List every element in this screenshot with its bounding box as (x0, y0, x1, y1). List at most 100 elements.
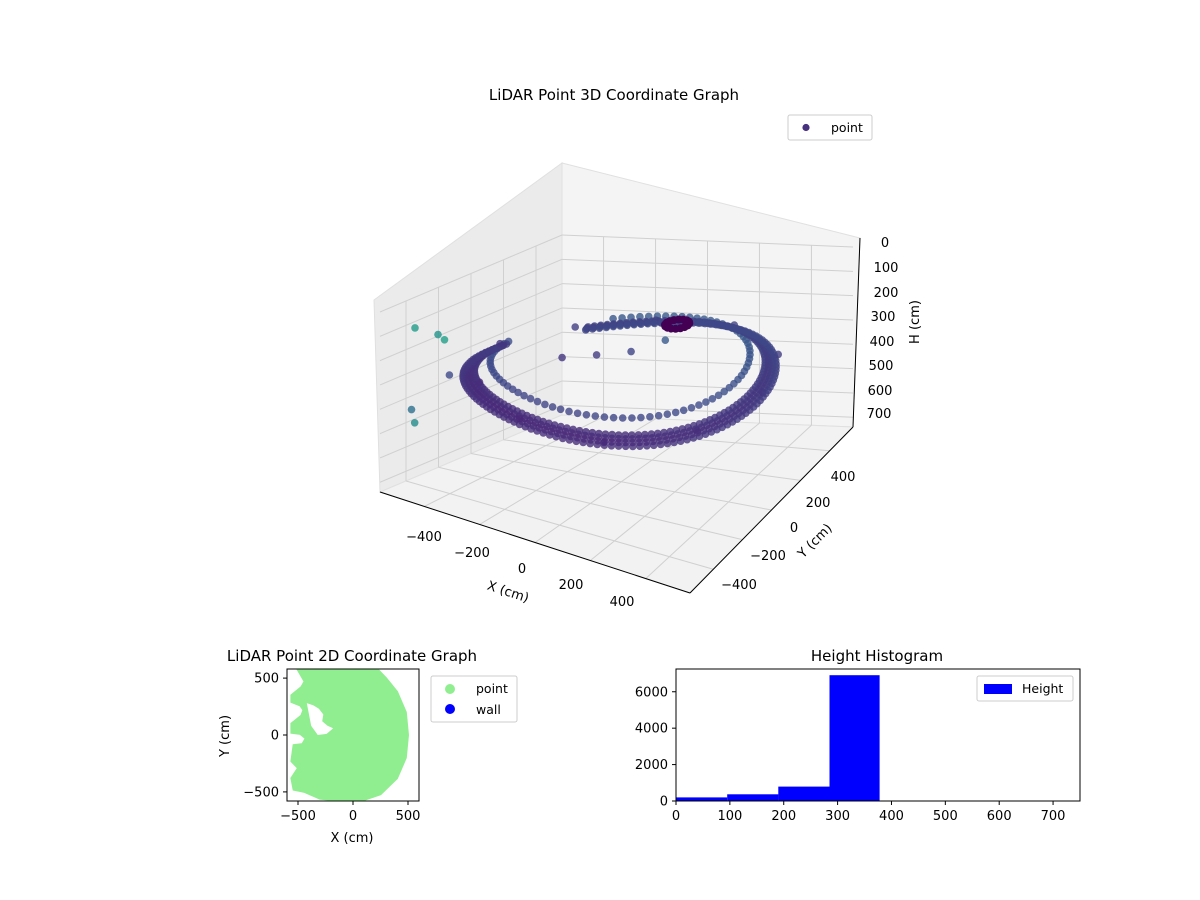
y-tick-label: −200 (750, 549, 786, 564)
data-point (712, 320, 720, 329)
grid-line (379, 258, 563, 337)
histogram-bar (829, 675, 880, 801)
x-tick-label-hist: 500 (933, 809, 958, 824)
data-point (644, 319, 652, 328)
histogram-bars (676, 675, 880, 801)
data-point (602, 323, 611, 332)
data-point (634, 431, 643, 439)
y-axis-label-2d: Y (cm) (218, 715, 233, 758)
data-point (637, 413, 645, 422)
data-point (581, 326, 590, 334)
x-axis-label-2d: X (cm) (331, 831, 374, 846)
data-point (660, 428, 668, 437)
y-tick-label-2d: 0 (271, 729, 279, 744)
grid-line (379, 307, 563, 386)
legend-hist: Height (976, 675, 1074, 702)
data-point (595, 324, 604, 333)
x-tick-label-2d: 0 (349, 809, 357, 824)
grid-line (503, 439, 801, 481)
data-point (445, 371, 454, 379)
plot-frame-hist (675, 668, 1081, 802)
data-point (588, 325, 597, 333)
chart-3d: LiDAR Point 3D Coordinate Graph −400 −20… (373, 86, 923, 610)
data-point (695, 401, 703, 409)
data-point (609, 322, 618, 331)
z-tick-label: 300 (871, 310, 896, 325)
grid-line (561, 258, 854, 272)
data-point (687, 404, 696, 412)
z-tick-label: 700 (867, 407, 892, 422)
data-point (600, 413, 609, 421)
point-cloud-2d (290, 669, 410, 801)
data-point (592, 351, 601, 359)
z-tick-label: 100 (874, 261, 899, 276)
data-point (647, 430, 656, 438)
data-point (434, 330, 442, 339)
data-point (582, 411, 591, 419)
legend-box-hist (976, 675, 1074, 702)
data-point (637, 320, 645, 329)
data-point (666, 427, 674, 436)
ticks-hist: 0 100 200 300 400 500 600 700 0 2000 4000 6000 (635, 685, 1066, 824)
data-point (595, 429, 603, 438)
x-tick-label-hist: 300 (825, 809, 850, 824)
data-point (575, 426, 584, 435)
data-point (702, 398, 710, 406)
data-point (563, 424, 571, 432)
grid-line (379, 380, 563, 459)
data-point (545, 419, 553, 428)
data-point (601, 430, 610, 439)
z-tick-label: 600 (868, 384, 893, 399)
grid-line (561, 356, 854, 370)
z-tick-label: 0 (881, 236, 889, 251)
data-point (706, 320, 715, 328)
y-tick-label: −400 (721, 578, 757, 593)
x-tick-label: −200 (454, 546, 490, 561)
data-point (678, 425, 687, 433)
data-point (541, 400, 549, 409)
legend-label-point: point (831, 120, 863, 135)
x-tick-label-hist: 700 (1041, 809, 1066, 824)
data-point (410, 419, 419, 427)
x-tick-label: 200 (559, 578, 584, 593)
x-tick-label-2d: −500 (280, 809, 316, 824)
grid-line (379, 283, 563, 362)
data-point (653, 429, 662, 438)
data-point (627, 347, 635, 356)
z-axis-line (852, 237, 861, 428)
x-tick-label: −400 (406, 530, 442, 545)
x-tick-label-hist: 600 (987, 809, 1012, 824)
data-point (496, 339, 504, 348)
data-point (621, 431, 630, 439)
data-point (533, 397, 542, 406)
data-point (679, 406, 688, 415)
data-point (714, 391, 723, 400)
data-point (646, 413, 654, 421)
data-point (663, 410, 672, 419)
data-point (661, 336, 670, 345)
z-tick-label: 400 (870, 335, 895, 350)
data-point (550, 421, 559, 429)
data-point (616, 322, 624, 330)
data-point (556, 405, 565, 414)
legend-box (787, 114, 873, 141)
data-point (650, 319, 659, 328)
x-tick-label-2d: 500 (396, 809, 421, 824)
data-point (614, 431, 623, 439)
z-tick-label: 200 (874, 286, 899, 301)
data-point (628, 414, 636, 422)
data-point (582, 428, 590, 436)
grid-line (590, 422, 760, 561)
y-tick-label-hist: 2000 (635, 758, 668, 773)
grid-line (379, 234, 563, 313)
legend-label-point-2d: point (476, 681, 508, 696)
x-tick-label-hist: 400 (879, 809, 904, 824)
legend-marker-point (445, 684, 455, 694)
x-tick-label-hist: 100 (717, 809, 742, 824)
histogram-bar (727, 794, 779, 801)
legend-label-wall: wall (476, 702, 501, 717)
legend-marker (802, 123, 810, 132)
x-axis-label: X (cm) (485, 579, 531, 607)
data-point (708, 395, 717, 403)
data-point (618, 414, 627, 422)
